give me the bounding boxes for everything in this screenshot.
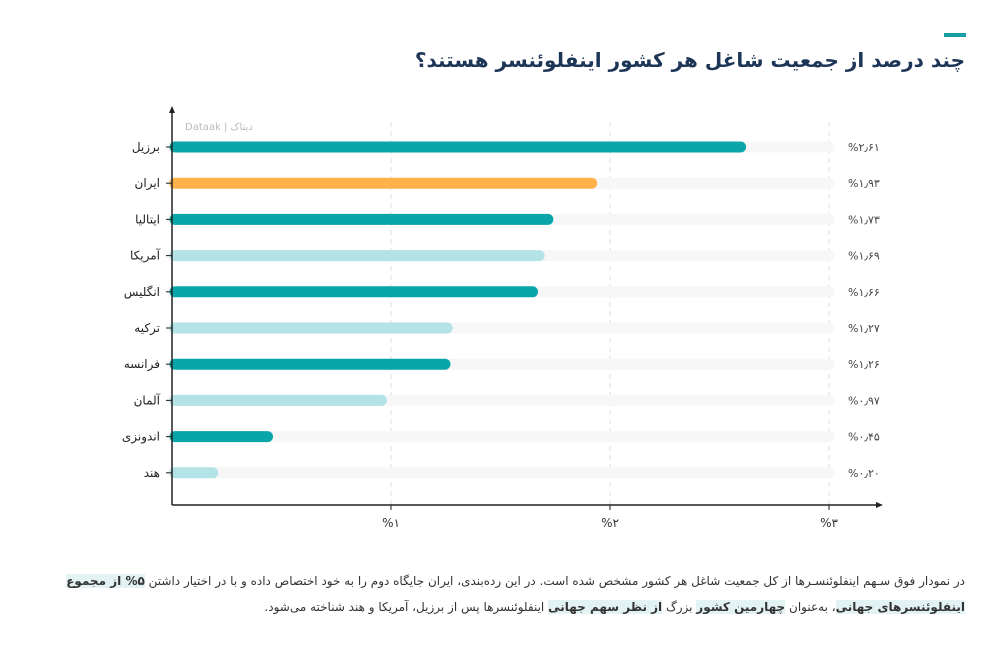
x-axis-arrow-icon [876, 502, 883, 508]
category-label: آمریکا [130, 248, 161, 264]
data-label: %۱٫۹۳ [848, 177, 880, 190]
x-tick-label: %۱ [382, 516, 400, 530]
x-tick-label: %۳ [820, 516, 838, 530]
bar-chart: %۱ %۲ %۳ Dataak | دیتاک برزیل %۲٫۶۱ ایران %۱٫۹۳… [122, 106, 883, 530]
description-text-4: اینفلوئنسرها پس از برزیل، آمریکا و هند ش… [264, 600, 549, 614]
category-label: انگلیس [124, 285, 160, 300]
y-axis-arrow-icon [169, 106, 175, 113]
data-label: %۱٫۷۳ [848, 213, 880, 226]
data-label: %۱٫۲۷ [848, 322, 880, 335]
category-label: هند [144, 466, 160, 480]
description-highlight-2: چهارمین کشور [696, 600, 786, 614]
x-tick-label: %۲ [601, 516, 619, 530]
data-label: %۱٫۲۶ [848, 358, 880, 371]
watermark: Dataak | دیتاک [185, 122, 253, 133]
category-label: ترکیه [134, 321, 160, 336]
category-label: برزیل [132, 140, 160, 155]
description-text-3: بزرگ [662, 600, 697, 614]
data-label: %۰٫۲۰ [848, 467, 880, 480]
description-line1: در نمودار فوق سـهم اینفلوئنسـرها از کل ج… [148, 574, 965, 588]
category-label: آلمان [134, 392, 161, 407]
description: در نمودار فوق سـهم اینفلوئنسـرها از کل ج… [65, 568, 965, 620]
chart-title: چند درصد از جمعیت شاغل هر کشور اینفلوئنس… [414, 48, 965, 72]
data-label: %۰٫۴۵ [848, 431, 880, 444]
category-label: ایران [135, 176, 160, 191]
data-label: %۰٫۹۷ [848, 394, 880, 407]
accent-bar [944, 33, 966, 37]
category-label: فرانسه [124, 357, 160, 372]
data-label: %۲٫۶۱ [848, 141, 880, 154]
category-label: اندونزی [122, 430, 160, 445]
data-label: %۱٫۶۹ [848, 250, 880, 263]
data-label: %۱٫۶۶ [848, 286, 880, 299]
description-text-2: ، به‌عنوان [785, 600, 836, 614]
category-label: ایتالیا [135, 212, 160, 226]
description-highlight-3: از نظر سهم جهانی [548, 600, 663, 614]
